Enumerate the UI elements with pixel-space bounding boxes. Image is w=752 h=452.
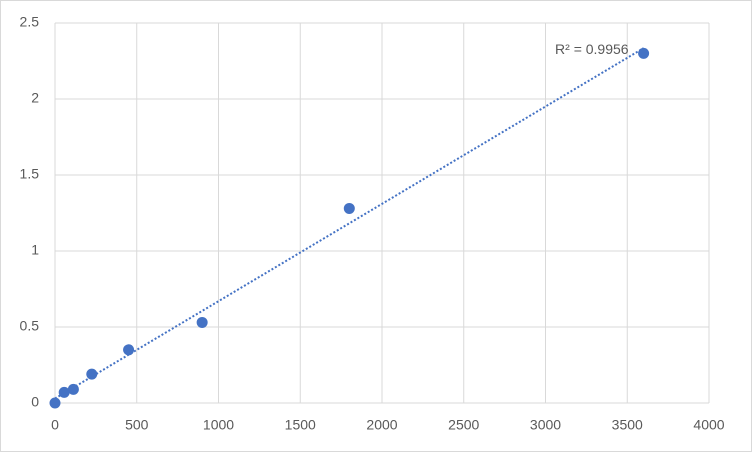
point	[49, 397, 61, 409]
point	[86, 368, 98, 380]
y-tick-label: 0.5	[20, 318, 40, 334]
x-tick-label: 500	[125, 417, 149, 433]
x-tick-label: 4000	[693, 417, 724, 433]
point	[67, 383, 79, 395]
y-tick-label: 2.5	[20, 14, 40, 30]
point	[638, 47, 650, 59]
y-tick-label: 2	[31, 90, 39, 106]
x-tick-label: 1500	[285, 417, 316, 433]
point	[343, 202, 355, 214]
point	[123, 344, 135, 356]
y-tick-label: 0	[31, 394, 39, 410]
x-tick-label: 2500	[448, 417, 479, 433]
point	[58, 386, 70, 398]
x-tick-label: 1000	[203, 417, 234, 433]
x-tick-label: 2000	[366, 417, 397, 433]
x-tick-label: 3500	[612, 417, 643, 433]
y-tick-label: 1	[31, 242, 39, 258]
point	[196, 316, 208, 328]
x-tick-label: 0	[51, 417, 59, 433]
annotation: R² = 0.9956	[555, 41, 629, 57]
y-tick-label: 1.5	[20, 166, 40, 182]
x-tick-label: 3000	[530, 417, 561, 433]
